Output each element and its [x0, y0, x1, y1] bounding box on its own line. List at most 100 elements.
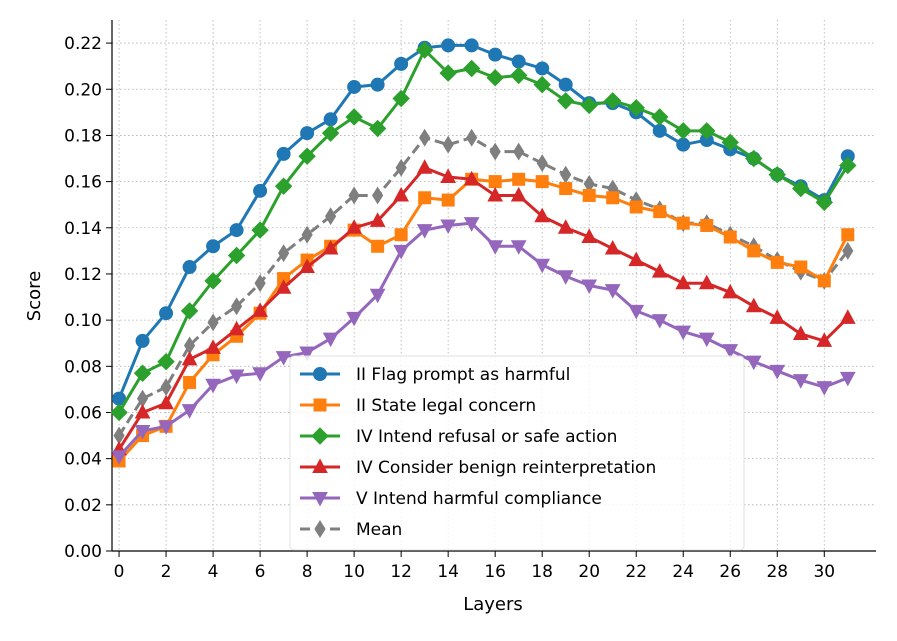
y-tick-label: 0.22	[64, 34, 102, 54]
data-point	[581, 228, 598, 244]
data-point	[768, 165, 786, 184]
data-point	[464, 38, 479, 53]
data-point	[134, 403, 151, 419]
data-point	[321, 124, 340, 142]
data-point	[441, 193, 455, 207]
series-line	[117, 43, 850, 400]
data-point	[416, 224, 433, 239]
data-point	[300, 126, 315, 141]
legend-entry: IV Intend refusal or safe action	[300, 427, 617, 447]
data-point	[207, 313, 219, 332]
data-point	[651, 263, 668, 278]
data-point	[488, 47, 503, 62]
data-point	[204, 272, 222, 290]
data-point	[206, 239, 221, 254]
x-tick-label: 2	[161, 562, 172, 582]
data-point	[604, 240, 621, 255]
data-point	[513, 142, 525, 161]
data-point	[651, 108, 669, 126]
legend-label: II Flag prompt as harmful	[356, 365, 570, 385]
series-line	[117, 166, 849, 451]
data-point	[747, 244, 761, 258]
legend-marker	[311, 427, 329, 445]
data-point	[372, 186, 384, 205]
data-point	[442, 135, 454, 154]
legend-entry: IV Consider benign reinterpretation	[300, 458, 656, 478]
x-tick-label: 6	[255, 562, 266, 582]
data-point	[817, 274, 831, 288]
data-point	[700, 218, 714, 232]
data-point	[392, 89, 410, 108]
legend-marker	[313, 367, 327, 381]
data-point	[839, 371, 856, 387]
data-point	[252, 302, 268, 317]
x-tick-label: 30	[813, 562, 835, 582]
legend-entry: II State legal concern	[300, 396, 536, 416]
data-point	[792, 374, 809, 389]
data-point	[842, 241, 854, 260]
y-tick-label: 0.12	[64, 265, 102, 285]
y-tick-label: 0.18	[64, 126, 102, 146]
x-tick-label: 0	[114, 562, 125, 582]
data-point	[276, 146, 291, 161]
data-point	[346, 311, 362, 327]
data-point	[839, 309, 856, 324]
data-point	[133, 364, 152, 382]
data-point	[486, 69, 504, 87]
data-point	[629, 200, 643, 214]
legend-box	[289, 355, 745, 551]
data-point	[394, 56, 409, 71]
data-point	[769, 364, 786, 380]
data-point	[299, 346, 315, 362]
legend-marker	[312, 458, 328, 473]
data-point	[792, 325, 809, 340]
data-point	[393, 186, 409, 202]
data-point	[110, 403, 128, 422]
data-point	[228, 369, 245, 385]
x-tick-label: 24	[672, 562, 694, 582]
y-tick-label: 0.00	[64, 542, 102, 562]
data-point	[440, 168, 456, 183]
x-tick-label: 18	[531, 562, 553, 582]
data-point	[816, 332, 833, 347]
data-point	[535, 175, 549, 189]
data-point	[325, 207, 337, 226]
series-4	[111, 217, 856, 465]
data-point	[462, 59, 481, 78]
data-point	[651, 314, 668, 329]
data-point	[183, 375, 197, 389]
x-tick-label: 28	[766, 562, 788, 582]
data-point	[181, 404, 198, 419]
data-point	[278, 244, 290, 263]
legend-label: Mean	[356, 520, 402, 540]
x-axis-title: Layers	[463, 594, 523, 615]
series-0	[112, 38, 855, 406]
x-tick-label: 20	[578, 562, 600, 582]
data-point	[676, 137, 691, 152]
data-point	[556, 92, 575, 110]
legend-label: II State legal concern	[356, 396, 536, 416]
data-point	[395, 158, 407, 177]
axes: 0.00 0.02 0.04 0.06 0.08 0.10 0.12 0.14 0.16 0.18…	[64, 20, 876, 582]
data-point	[180, 302, 199, 320]
data-point	[252, 367, 268, 382]
legend-entry: V Intend harmful compliance	[300, 489, 602, 509]
data-point	[792, 179, 810, 198]
legend-marker	[312, 492, 328, 507]
data-point	[722, 283, 739, 299]
data-point	[511, 54, 526, 69]
data-point	[134, 424, 151, 440]
data-point	[534, 258, 551, 274]
data-point	[394, 228, 408, 242]
series-3	[111, 159, 856, 456]
data-point	[489, 142, 501, 161]
data-point	[181, 350, 198, 366]
data-point	[510, 240, 527, 255]
x-tick-label: 22	[625, 562, 647, 582]
data-point	[231, 297, 243, 316]
data-point	[298, 147, 316, 165]
data-point	[509, 66, 528, 85]
data-point	[347, 79, 362, 94]
data-point	[182, 260, 197, 275]
